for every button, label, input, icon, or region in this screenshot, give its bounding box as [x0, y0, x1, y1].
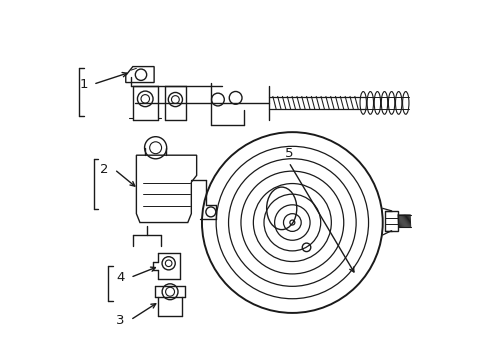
Text: 1: 1	[80, 78, 88, 91]
Bar	[384, 211, 397, 230]
Text: 3: 3	[116, 314, 124, 327]
Text: 4: 4	[116, 271, 124, 284]
Text: 2: 2	[100, 163, 108, 176]
Text: 5: 5	[284, 147, 292, 160]
